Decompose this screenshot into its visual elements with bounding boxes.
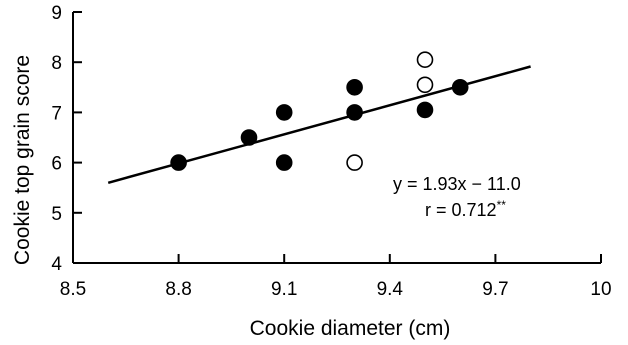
- x-tick-label: 9.7: [482, 279, 508, 300]
- y-tick-label: 7: [51, 103, 62, 124]
- data-point-filled: [170, 154, 187, 171]
- x-tick-label: 10: [590, 279, 611, 300]
- data-point-open: [416, 76, 434, 94]
- y-tick-label: 6: [51, 154, 62, 175]
- y-axis-title: Cookie top grain score: [11, 55, 34, 265]
- data-point-filled: [451, 79, 469, 96]
- data-point-filled: [275, 104, 293, 121]
- correlation-label: r = 0.712**: [425, 198, 506, 220]
- correlation-value: r = 0.712: [425, 200, 497, 220]
- y-tick-label: 9: [51, 3, 62, 24]
- data-point-filled: [240, 129, 258, 146]
- x-tick-label: 9.4: [377, 279, 404, 300]
- x-tick-label: 9.1: [271, 279, 297, 300]
- x-axis-title: Cookie diameter (cm): [250, 317, 451, 340]
- data-point-filled: [346, 79, 363, 96]
- data-point-filled: [346, 104, 363, 121]
- data-point-open: [346, 154, 363, 171]
- y-ticks: 4 5 6 7 8 9: [51, 3, 82, 275]
- y-tick-label: 8: [51, 53, 62, 74]
- axes: [72, 12, 601, 264]
- y-tick-label: 4: [51, 254, 62, 275]
- points-group: [170, 51, 469, 171]
- data-point-open: [416, 51, 434, 68]
- regression-equation: y = 1.93x − 11.0: [393, 174, 521, 194]
- y-tick-label: 5: [51, 204, 62, 225]
- data-point-filled: [416, 101, 434, 119]
- significance-mark: **: [497, 198, 507, 212]
- x-ticks: 8.5 8.8 9.1 9.4 9.7 10: [60, 254, 612, 300]
- x-tick-label: 8.8: [165, 279, 191, 300]
- data-point-filled: [275, 154, 293, 171]
- x-tick-label: 8.5: [60, 279, 86, 300]
